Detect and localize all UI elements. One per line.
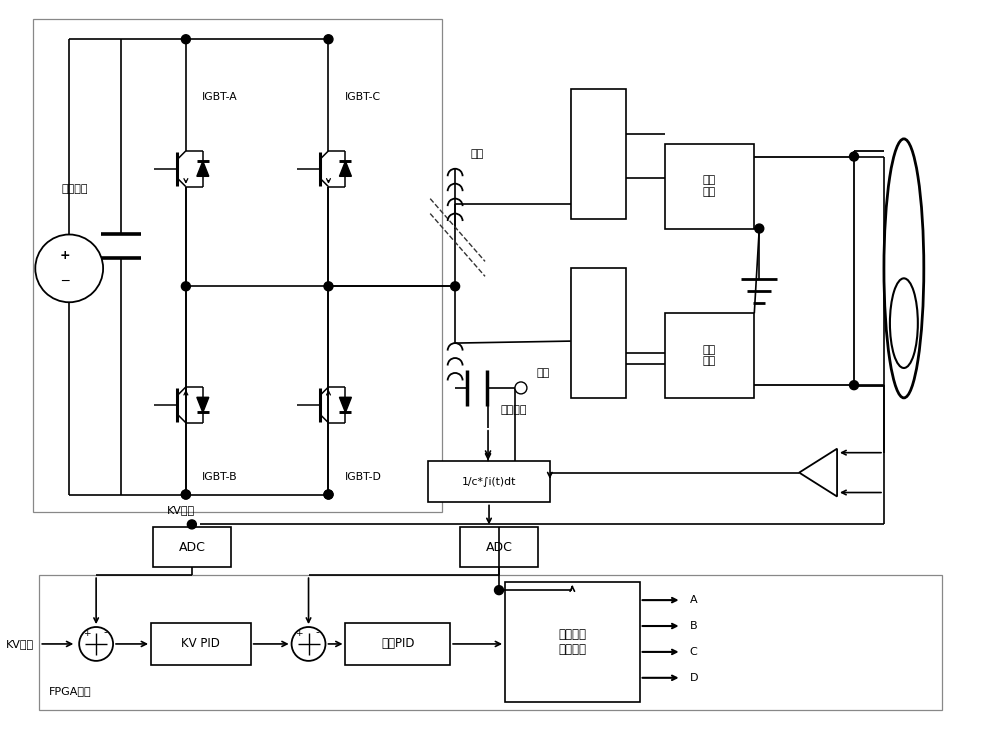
Text: KV PID: KV PID (181, 638, 220, 650)
Bar (665, 313, 754, 398)
Text: ADC: ADC (486, 541, 512, 554)
Text: ADC: ADC (178, 541, 205, 554)
Bar (33, 19, 442, 512)
Text: 移相控制
信号生成: 移相控制 信号生成 (558, 628, 586, 656)
Bar (571, 89, 626, 218)
Circle shape (324, 34, 333, 44)
Text: 整洁
倍压: 整洁 倍压 (703, 345, 716, 366)
Circle shape (292, 627, 325, 661)
Polygon shape (799, 449, 837, 496)
Circle shape (181, 490, 190, 499)
Bar (345, 623, 450, 665)
Text: -: - (316, 627, 320, 637)
Ellipse shape (884, 139, 924, 398)
Text: IGBT-C: IGBT-C (344, 92, 381, 102)
Text: KV反馈: KV反馈 (167, 506, 195, 515)
Circle shape (850, 380, 859, 390)
Circle shape (35, 235, 103, 302)
Circle shape (187, 520, 196, 529)
Bar (571, 97, 587, 210)
Text: C: C (689, 647, 697, 657)
Bar (571, 276, 587, 390)
Text: +: + (60, 249, 71, 262)
Bar (597, 150, 613, 196)
Text: B: B (689, 621, 697, 631)
Text: IGBT-B: IGBT-B (202, 471, 237, 482)
Text: FPGA单元: FPGA单元 (49, 686, 92, 696)
Circle shape (451, 281, 460, 291)
Bar (460, 527, 538, 567)
Polygon shape (197, 161, 209, 177)
Circle shape (324, 490, 333, 499)
Bar (665, 144, 754, 229)
Bar (597, 107, 613, 141)
Circle shape (181, 490, 190, 499)
Text: 电流反馈: 电流反馈 (500, 405, 526, 415)
Text: 直流母线: 直流母线 (62, 184, 88, 194)
Bar (39, 575, 942, 710)
Text: 电流PID: 电流PID (381, 638, 415, 650)
Bar (505, 582, 640, 701)
Circle shape (181, 281, 190, 291)
Text: +: + (83, 629, 91, 638)
Circle shape (515, 382, 527, 394)
Bar (153, 527, 231, 567)
Circle shape (324, 281, 333, 291)
Text: D: D (689, 673, 698, 683)
Text: 电容: 电容 (537, 368, 550, 378)
Text: A: A (689, 595, 697, 605)
Text: 电感: 电感 (470, 149, 483, 159)
Text: 整流
倍压: 整流 倍压 (703, 175, 716, 197)
Circle shape (181, 34, 190, 44)
Polygon shape (339, 161, 351, 177)
Circle shape (324, 490, 333, 499)
Bar (571, 268, 626, 398)
Text: 1/c*∫i(t)dt: 1/c*∫i(t)dt (462, 476, 516, 487)
Text: IGBT-D: IGBT-D (344, 471, 381, 482)
Text: KV给定: KV给定 (5, 639, 34, 649)
Bar (597, 329, 613, 376)
Ellipse shape (890, 279, 918, 368)
Circle shape (495, 586, 503, 594)
Text: +: + (295, 629, 303, 638)
Bar (597, 287, 613, 321)
Circle shape (755, 224, 764, 233)
Bar (428, 460, 550, 503)
Text: IGBT-A: IGBT-A (202, 92, 238, 102)
Bar (151, 623, 251, 665)
Polygon shape (339, 397, 351, 413)
Text: -: - (103, 627, 107, 637)
Polygon shape (197, 397, 209, 413)
Text: ─: ─ (61, 275, 69, 288)
Circle shape (850, 152, 859, 161)
Circle shape (79, 627, 113, 661)
